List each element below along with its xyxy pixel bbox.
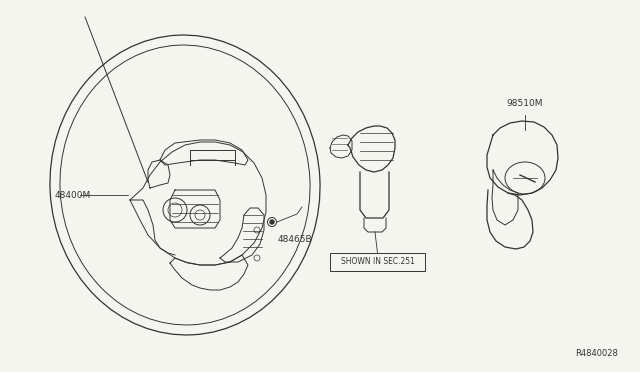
Text: R4840028: R4840028 <box>575 349 618 358</box>
Circle shape <box>270 220 274 224</box>
Text: 48400M: 48400M <box>55 190 92 199</box>
Text: SHOWN IN SEC.251: SHOWN IN SEC.251 <box>340 257 415 266</box>
Bar <box>330 253 425 271</box>
Text: 48465B: 48465B <box>278 235 312 244</box>
Text: 98510M: 98510M <box>507 99 543 108</box>
